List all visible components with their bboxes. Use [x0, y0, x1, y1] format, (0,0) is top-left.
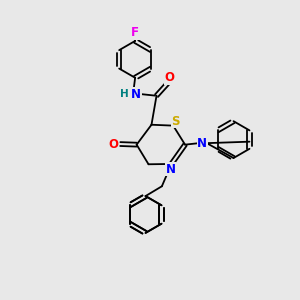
Text: F: F — [131, 26, 139, 39]
Text: O: O — [109, 138, 119, 151]
Text: H: H — [120, 89, 129, 99]
Text: N: N — [166, 163, 176, 176]
Text: N: N — [131, 88, 141, 100]
Text: S: S — [171, 115, 180, 128]
Text: O: O — [164, 71, 174, 84]
Text: N: N — [197, 137, 207, 150]
